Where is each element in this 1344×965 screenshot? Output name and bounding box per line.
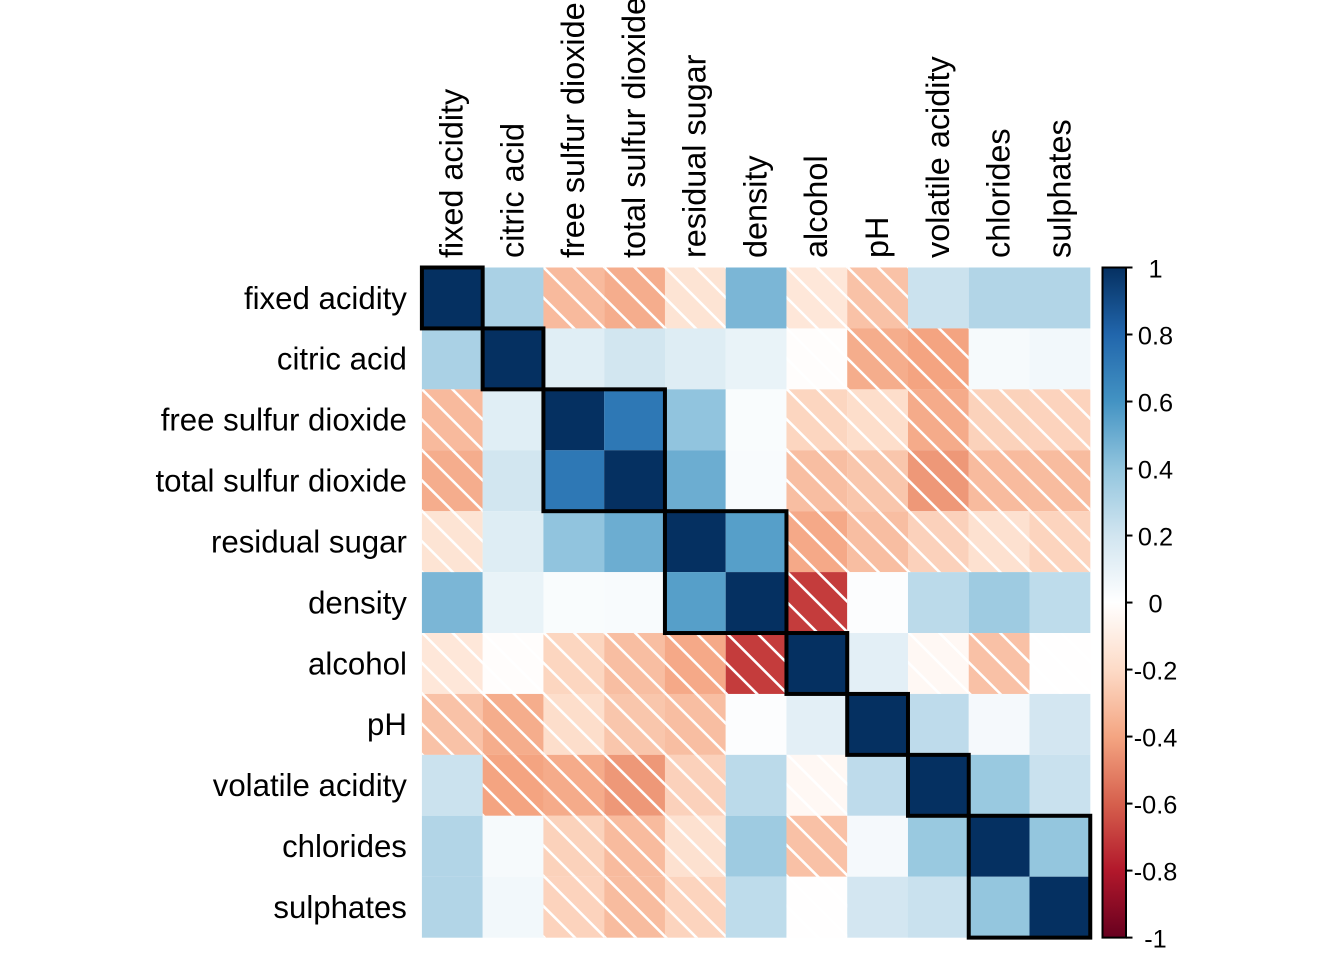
- svg-text:0.6: 0.6: [1138, 390, 1173, 418]
- svg-text:0.8: 0.8: [1138, 323, 1173, 351]
- svg-text:-0.6: -0.6: [1134, 792, 1178, 820]
- svg-text:alcohol: alcohol: [798, 155, 834, 258]
- svg-text:pH: pH: [367, 707, 407, 742]
- svg-text:0.2: 0.2: [1138, 524, 1173, 552]
- svg-text:0.4: 0.4: [1138, 457, 1173, 485]
- svg-text:sulphates: sulphates: [273, 890, 407, 925]
- svg-text:0: 0: [1148, 591, 1162, 619]
- svg-text:volatile acidity: volatile acidity: [920, 56, 956, 258]
- svg-text:sulphates: sulphates: [1041, 119, 1077, 258]
- svg-text:free sulfur dioxide: free sulfur dioxide: [161, 403, 407, 438]
- svg-text:-0.2: -0.2: [1134, 658, 1178, 686]
- svg-text:residual sugar: residual sugar: [677, 54, 713, 258]
- svg-text:alcohol: alcohol: [308, 646, 407, 681]
- svg-text:pH: pH: [859, 217, 895, 258]
- svg-text:chlorides: chlorides: [282, 829, 407, 864]
- svg-text:-0.4: -0.4: [1134, 725, 1178, 753]
- svg-text:citric acid: citric acid: [277, 342, 407, 377]
- svg-text:fixed acidity: fixed acidity: [244, 281, 407, 316]
- svg-text:total sulfur dioxide: total sulfur dioxide: [616, 0, 652, 258]
- svg-text:fixed acidity: fixed acidity: [434, 88, 470, 258]
- svg-text:1: 1: [1148, 256, 1162, 284]
- svg-text:residual sugar: residual sugar: [211, 524, 407, 559]
- svg-text:density: density: [308, 585, 407, 620]
- svg-text:free sulfur dioxide: free sulfur dioxide: [555, 2, 591, 258]
- svg-text:volatile acidity: volatile acidity: [213, 768, 408, 803]
- svg-text:total sulfur dioxide: total sulfur dioxide: [156, 464, 407, 499]
- svg-text:chlorides: chlorides: [981, 128, 1017, 258]
- svg-text:citric acid: citric acid: [494, 123, 530, 258]
- svg-text:-0.8: -0.8: [1134, 859, 1178, 887]
- svg-text:density: density: [737, 155, 773, 258]
- svg-text:-1: -1: [1144, 926, 1167, 954]
